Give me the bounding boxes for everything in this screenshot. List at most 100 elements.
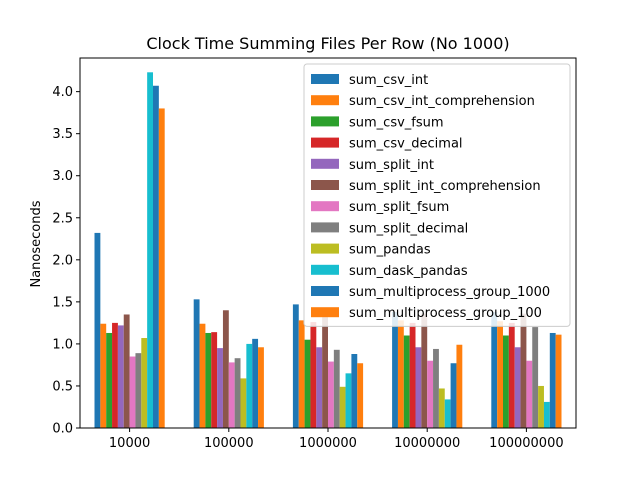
legend-label: sum_pandas xyxy=(349,243,431,258)
legend-swatch-sum_split_decimal xyxy=(311,222,339,233)
legend-label: sum_multiprocess_group_1000 xyxy=(349,285,550,300)
y-tick-label: 2.5 xyxy=(52,211,73,226)
legend-label: sum_csv_int_comprehension xyxy=(349,94,535,109)
y-axis-label: Nanoseconds xyxy=(29,200,44,287)
bar-sum_csv_int_comprehension-1000000 xyxy=(298,320,305,428)
bar-sum_split_int_comprehension-100000000 xyxy=(520,313,527,428)
bar-sum_dask_pandas-100000000 xyxy=(543,401,550,428)
legend-swatch-sum_csv_int xyxy=(311,74,339,84)
bar-sum_split_decimal-100000000 xyxy=(532,327,539,428)
bar-sum_multiprocess_group_100-1000000 xyxy=(357,363,364,428)
bar-sum_csv_fsum-100000000 xyxy=(503,335,509,428)
legend-box xyxy=(303,63,571,327)
bar-sum_pandas-100000000 xyxy=(538,385,544,428)
bar-sum_csv_int-100000 xyxy=(193,299,200,428)
bar-sum_multiprocess_group_1000-1000000 xyxy=(351,354,358,428)
bar-sum_split_int_comprehension-100000 xyxy=(222,310,229,428)
bar-sum_split_int-10000 xyxy=(117,325,124,428)
bar-sum_csv_int-100000000 xyxy=(491,311,498,428)
bar-sum_split_int_comprehension-1000000 xyxy=(322,313,328,428)
legend-label: sum_split_decimal xyxy=(349,221,468,236)
legend-swatch-sum_csv_decimal xyxy=(311,137,339,148)
bar-sum_split_int_comprehension-10000 xyxy=(123,314,130,428)
y-tick-label: 4.0 xyxy=(52,85,73,100)
legend-swatch-sum_csv_fsum xyxy=(311,116,339,127)
bar-sum_csv_fsum-1000000 xyxy=(304,339,311,428)
bar-sum_dask_pandas-100000 xyxy=(246,343,253,428)
y-tick-label: 3.5 xyxy=(52,127,73,142)
bar-sum_csv_decimal-100000 xyxy=(211,332,218,428)
bar-sum_multiprocess_group_1000-100000 xyxy=(252,338,259,428)
y-tick-label: 1.5 xyxy=(52,295,73,310)
bar-sum_multiprocess_group_100-100000 xyxy=(258,347,264,428)
bar-sum_split_int_comprehension-10000000 xyxy=(421,313,428,428)
legend-label: sum_multiprocess_group_100 xyxy=(349,306,542,321)
legend-label: sum_split_int_comprehension xyxy=(349,179,541,194)
bar-sum_pandas-10000000 xyxy=(438,388,445,428)
legend-swatch-sum_csv_int_comprehension xyxy=(311,95,339,106)
bar-sum_csv_decimal-10000000 xyxy=(409,322,416,428)
y-tick-label: 3.0 xyxy=(52,169,73,184)
bar-sum_csv_int_comprehension-100000 xyxy=(199,323,206,428)
bar-sum_csv_int_comprehension-100000000 xyxy=(497,321,503,428)
bar-sum_multiprocess_group_1000-10000 xyxy=(153,85,159,428)
bars-group xyxy=(94,72,562,429)
x-axis: 10000 100000 1000000 10000000 100000000 xyxy=(109,428,564,451)
bar-sum_split_int-1000000 xyxy=(316,347,323,428)
x-tick-label: 100000 xyxy=(204,436,254,451)
y-tick-label: 0.0 xyxy=(52,422,73,437)
legend-label: sum_split_fsum xyxy=(349,200,449,215)
bar-sum_split_decimal-10000 xyxy=(135,353,142,428)
legend-swatch-sum_split_int_comprehension xyxy=(311,180,339,190)
chart-title: Clock Time Summing Files Per Row (No 100… xyxy=(146,34,509,53)
y-tick-label: 1.0 xyxy=(52,337,73,352)
x-tick-label: 10000000 xyxy=(394,436,460,451)
bar-sum_csv_decimal-10000 xyxy=(112,322,118,428)
bar-sum_dask_pandas-10000000 xyxy=(444,399,451,428)
bar-sum_split_decimal-100000 xyxy=(234,358,241,428)
bar-sum_csv_int-10000 xyxy=(94,232,101,428)
bar-sum_split_int-10000000 xyxy=(415,347,422,428)
bar-sum_csv_fsum-10000 xyxy=(106,332,113,428)
bar-sum_split_decimal-10000000 xyxy=(433,348,439,428)
legend-label: sum_csv_int xyxy=(349,73,428,88)
bar-sum_split_fsum-10000000 xyxy=(427,360,434,428)
bar-sum_csv_decimal-100000000 xyxy=(508,322,515,428)
legend-label: sum_csv_decimal xyxy=(349,137,463,152)
bar-sum_pandas-100000 xyxy=(240,378,247,428)
bar-sum_split_fsum-1000000 xyxy=(328,361,334,428)
bar-sum_dask_pandas-10000 xyxy=(147,72,153,429)
legend-swatch-sum_pandas xyxy=(311,243,339,254)
bar-sum_split_int-100000 xyxy=(217,348,223,428)
legend-label: sum_dask_pandas xyxy=(349,264,468,279)
legend-swatch-sum_multiprocess_group_1000 xyxy=(311,286,339,296)
legend-swatch-sum_split_int xyxy=(311,158,339,169)
bar-sum_csv_decimal-1000000 xyxy=(310,322,317,428)
bar-sum_csv_int_comprehension-10000000 xyxy=(397,320,404,428)
y-axis: 0.0 0.5 1.0 1.5 2.0 2.5 3.0 3.5 4.0 xyxy=(52,85,80,437)
bar-sum_csv_int_comprehension-10000 xyxy=(100,323,107,428)
y-tick-label: 2.0 xyxy=(52,253,73,268)
bar-sum_split_fsum-100000000 xyxy=(526,360,533,428)
x-tick-label: 100000000 xyxy=(489,436,563,451)
legend-swatch-sum_multiprocess_group_100 xyxy=(311,307,339,318)
bar-sum_multiprocess_group_100-100000000 xyxy=(555,334,562,428)
x-tick-label: 1000000 xyxy=(299,436,357,451)
bar-sum_csv_fsum-100000 xyxy=(205,332,212,428)
bar-sum_csv_int-10000000 xyxy=(392,311,398,428)
bar-sum_csv_int-1000000 xyxy=(292,304,299,428)
legend-swatch-sum_dask_pandas xyxy=(311,264,339,275)
bar-sum_split_fsum-10000 xyxy=(129,356,136,428)
y-tick-label: 0.5 xyxy=(52,379,73,394)
bar-sum_multiprocess_group_1000-100000000 xyxy=(549,332,556,428)
bar-sum_csv_fsum-10000000 xyxy=(403,335,410,428)
bar-sum_pandas-1000000 xyxy=(339,386,346,428)
x-tick-label: 10000 xyxy=(109,436,150,451)
bar-sum_split_fsum-100000 xyxy=(228,362,235,428)
bar-sum_pandas-10000 xyxy=(141,338,148,428)
bar-sum_dask_pandas-1000000 xyxy=(345,373,352,428)
bar-sum_split_decimal-1000000 xyxy=(333,349,340,428)
legend-swatch-sum_split_fsum xyxy=(311,201,339,212)
bar-sum_multiprocess_group_1000-10000000 xyxy=(450,363,457,428)
